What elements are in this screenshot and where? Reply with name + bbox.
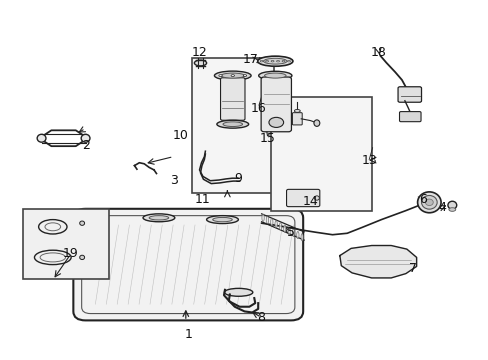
Text: 9: 9 [234, 172, 242, 185]
Ellipse shape [264, 73, 285, 78]
Ellipse shape [80, 255, 84, 260]
Ellipse shape [142, 214, 175, 222]
Ellipse shape [224, 288, 252, 296]
Ellipse shape [292, 229, 294, 237]
Ellipse shape [206, 216, 238, 224]
Ellipse shape [447, 201, 456, 209]
FancyBboxPatch shape [261, 77, 291, 132]
Ellipse shape [313, 120, 319, 126]
Ellipse shape [214, 71, 251, 80]
FancyBboxPatch shape [73, 209, 303, 320]
Ellipse shape [296, 231, 299, 239]
Text: 8: 8 [257, 311, 265, 324]
Ellipse shape [263, 58, 286, 64]
Text: 4: 4 [438, 201, 446, 213]
Bar [23, 209, 109, 279]
Ellipse shape [270, 60, 273, 62]
Text: 13: 13 [361, 154, 376, 167]
Text: 2: 2 [81, 139, 89, 152]
Ellipse shape [270, 219, 272, 226]
FancyBboxPatch shape [220, 78, 244, 120]
Ellipse shape [81, 134, 90, 142]
Text: 5: 5 [286, 226, 294, 239]
Ellipse shape [282, 60, 285, 62]
Bar [271, 97, 371, 211]
Text: 14: 14 [302, 195, 318, 208]
Ellipse shape [417, 192, 440, 213]
Bar [191, 58, 273, 193]
Ellipse shape [287, 60, 290, 62]
Text: 15: 15 [260, 132, 275, 145]
Text: 17: 17 [242, 53, 258, 66]
Text: 18: 18 [370, 46, 386, 59]
Ellipse shape [265, 216, 268, 224]
Text: 10: 10 [173, 129, 188, 141]
Text: 16: 16 [250, 102, 265, 114]
Text: 7: 7 [408, 262, 416, 275]
Ellipse shape [212, 217, 232, 222]
Ellipse shape [421, 195, 436, 209]
Ellipse shape [301, 234, 303, 241]
Ellipse shape [230, 75, 234, 77]
Ellipse shape [294, 109, 300, 112]
Text: 11: 11 [195, 193, 210, 206]
FancyBboxPatch shape [286, 189, 319, 207]
Ellipse shape [274, 221, 277, 228]
Polygon shape [339, 246, 416, 278]
Ellipse shape [258, 71, 291, 80]
Text: 3: 3 [169, 174, 177, 186]
Ellipse shape [218, 75, 222, 77]
Ellipse shape [260, 60, 263, 62]
Ellipse shape [268, 117, 283, 127]
Text: 6: 6 [418, 193, 426, 206]
Ellipse shape [276, 60, 279, 62]
Text: 19: 19 [63, 247, 79, 260]
Ellipse shape [80, 221, 84, 225]
Ellipse shape [257, 56, 292, 66]
Text: 1: 1 [184, 328, 192, 341]
FancyBboxPatch shape [397, 87, 421, 102]
Ellipse shape [149, 216, 168, 220]
Ellipse shape [243, 75, 246, 77]
FancyBboxPatch shape [399, 112, 420, 122]
FancyBboxPatch shape [292, 113, 302, 125]
Ellipse shape [314, 196, 319, 200]
Ellipse shape [448, 208, 455, 211]
Ellipse shape [425, 199, 432, 206]
Ellipse shape [223, 122, 242, 127]
Text: 12: 12 [191, 46, 207, 59]
Ellipse shape [217, 120, 248, 128]
Ellipse shape [37, 134, 46, 142]
Ellipse shape [265, 60, 268, 62]
Ellipse shape [221, 73, 244, 78]
Ellipse shape [279, 223, 281, 230]
Ellipse shape [287, 227, 290, 234]
Ellipse shape [194, 60, 206, 66]
Ellipse shape [262, 214, 264, 221]
Ellipse shape [283, 225, 285, 232]
